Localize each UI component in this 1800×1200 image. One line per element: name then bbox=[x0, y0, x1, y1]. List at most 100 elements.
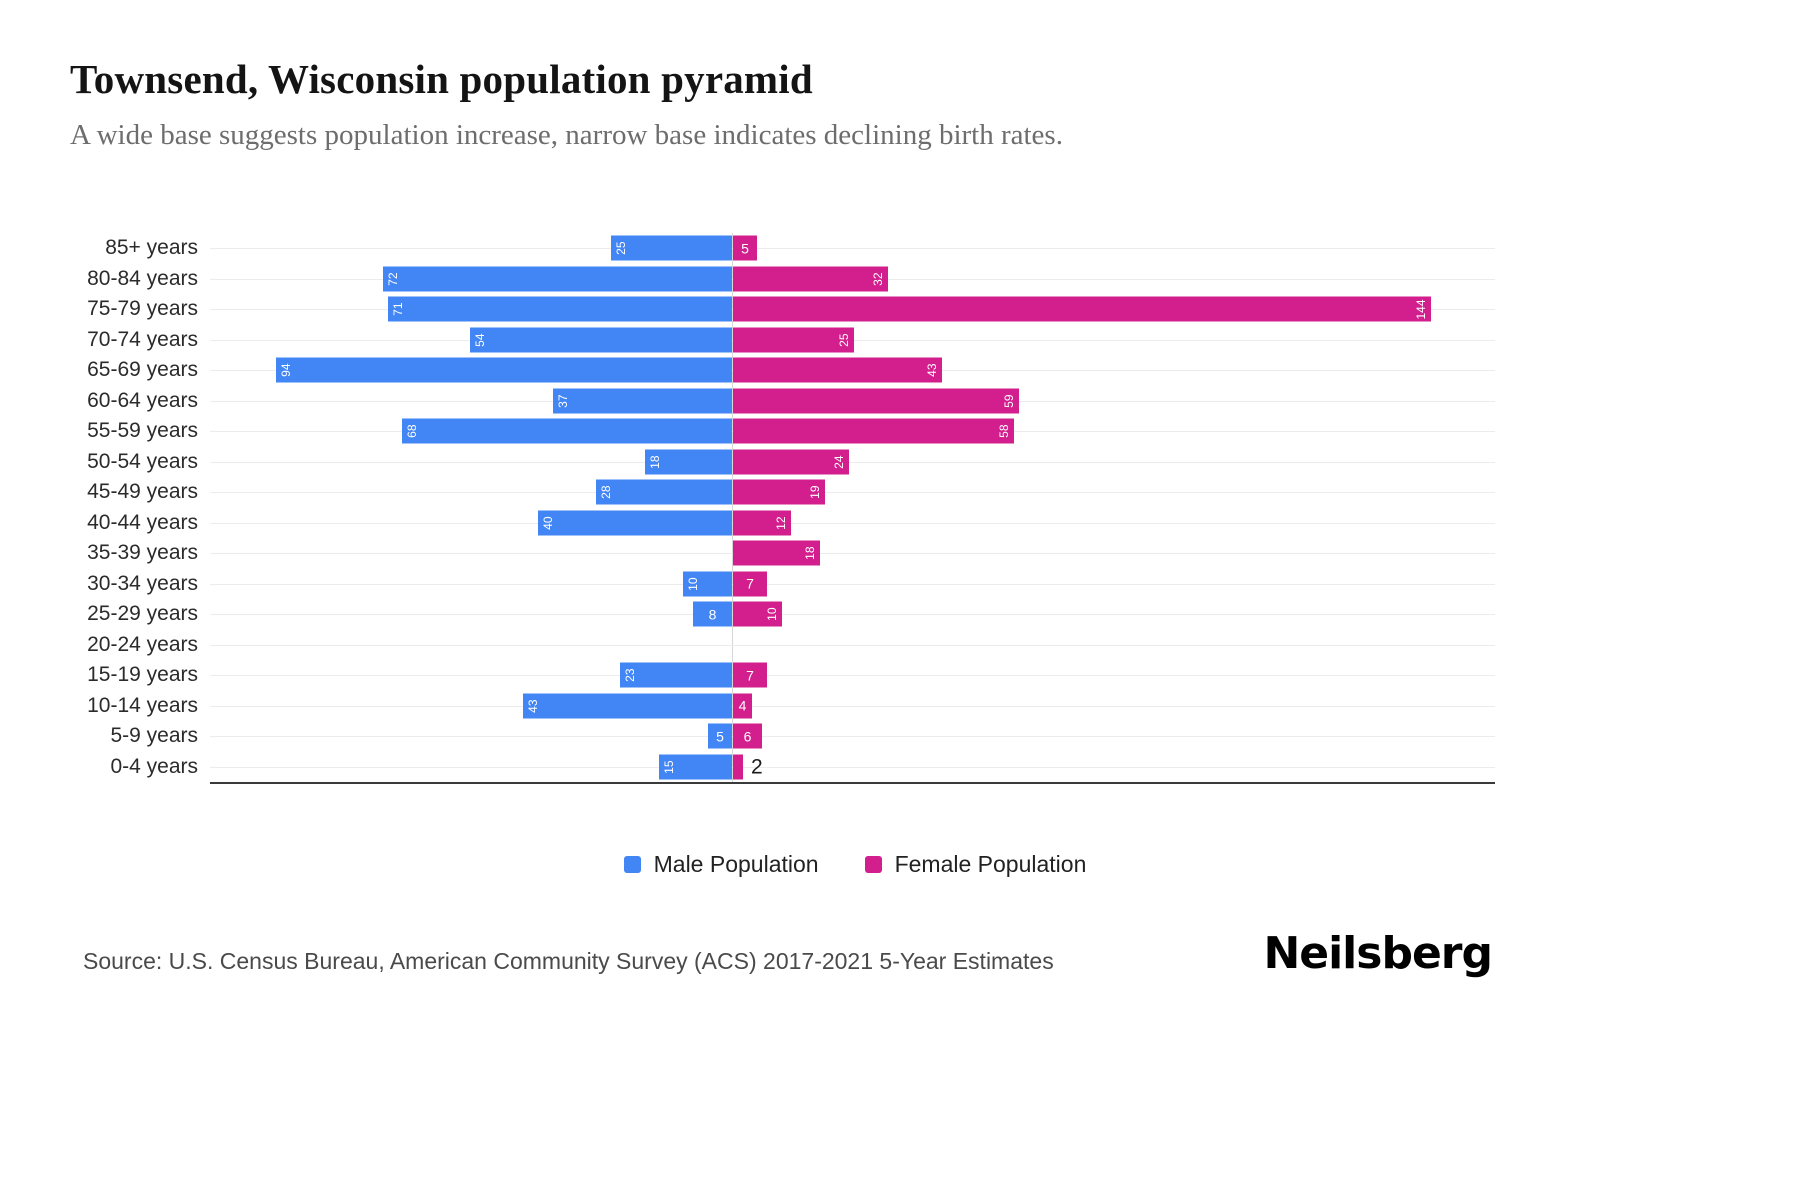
pyramid-row: 60-64 years 37 59 bbox=[0, 386, 1500, 417]
female-legend-swatch bbox=[864, 856, 882, 873]
age-group-label: 70-74 years bbox=[87, 327, 198, 351]
pyramid-row: 55-59 years 68 58 bbox=[0, 416, 1500, 447]
male-legend-label: Male Population bbox=[653, 851, 819, 877]
female-bar[interactable]: 43 bbox=[733, 357, 942, 383]
female-bar[interactable]: 19 bbox=[733, 479, 825, 505]
age-group-label: 75-79 years bbox=[87, 297, 198, 321]
female-legend-label: Female Population bbox=[894, 851, 1087, 877]
pyramid-row: 80-84 years 72 32 bbox=[0, 264, 1500, 295]
pyramid-row: 5-9 years 5 6 bbox=[0, 721, 1500, 752]
age-group-label: 50-54 years bbox=[87, 449, 198, 473]
pyramid-row: 15-19 years 23 7 bbox=[0, 660, 1500, 691]
pyramid-row: 35-39 years 18 bbox=[0, 538, 1500, 569]
bar-value-label: 25 bbox=[837, 333, 851, 347]
pyramid-row: 30-34 years 10 7 bbox=[0, 569, 1500, 600]
female-bar[interactable]: 5 bbox=[733, 235, 757, 261]
female-bar[interactable]: 59 bbox=[733, 388, 1019, 414]
pyramid-row: 40-44 years 40 12 bbox=[0, 508, 1500, 539]
bar-value-label: 7 bbox=[746, 667, 754, 684]
plot-area: 37 59 bbox=[210, 386, 1500, 417]
female-bar[interactable]: 18 bbox=[733, 540, 820, 566]
male-bar[interactable]: 54 bbox=[470, 327, 732, 353]
age-group-label: 10-14 years bbox=[87, 693, 198, 717]
plot-area: 25 5 bbox=[210, 233, 1500, 264]
age-group-label: 25-29 years bbox=[87, 602, 198, 626]
female-bar[interactable] bbox=[733, 754, 743, 780]
age-group-label: 30-34 years bbox=[87, 571, 198, 595]
female-bar[interactable]: 32 bbox=[733, 266, 888, 292]
male-bar[interactable]: 94 bbox=[276, 357, 732, 383]
female-bar[interactable]: 10 bbox=[733, 601, 782, 627]
plot-area: 68 58 bbox=[210, 416, 1500, 447]
bar-value-label: 4 bbox=[738, 697, 747, 714]
legend-item-male[interactable]: Male Population bbox=[623, 851, 819, 878]
male-bar[interactable]: 72 bbox=[383, 266, 732, 292]
female-bar[interactable]: 12 bbox=[733, 510, 791, 536]
plot-area: 8 10 bbox=[210, 599, 1500, 630]
female-bar[interactable]: 25 bbox=[733, 327, 854, 353]
bar-value-label: 15 bbox=[662, 760, 676, 774]
bar-value-label: 8 bbox=[708, 606, 717, 623]
female-bar[interactable]: 6 bbox=[733, 723, 762, 749]
bar-value-label: 54 bbox=[473, 333, 487, 347]
chart-title: Townsend, Wisconsin population pyramid bbox=[70, 56, 813, 102]
male-bar[interactable]: 71 bbox=[388, 296, 732, 322]
bar-value-label: 10 bbox=[765, 607, 779, 621]
male-bar[interactable]: 8 bbox=[693, 601, 732, 627]
age-group-label: 5-9 years bbox=[110, 724, 198, 748]
bar-value-label: 94 bbox=[279, 363, 293, 377]
female-bar[interactable]: 58 bbox=[733, 418, 1014, 444]
age-group-label: 60-64 years bbox=[87, 388, 198, 412]
bar-value-label: 12 bbox=[774, 516, 788, 530]
male-bar[interactable]: 40 bbox=[538, 510, 732, 536]
age-group-label: 80-84 years bbox=[87, 266, 198, 290]
female-bar[interactable]: 4 bbox=[733, 693, 752, 719]
population-pyramid-chart: 85+ years 25 5 80-84 years 72 32 75-79 years 71… bbox=[0, 233, 1500, 784]
neilsberg-logo: Neilsberg bbox=[1263, 928, 1493, 979]
pyramid-row: 10-14 years 43 4 bbox=[0, 691, 1500, 722]
pyramid-row: 65-69 years 94 43 bbox=[0, 355, 1500, 386]
female-bar[interactable]: 7 bbox=[733, 571, 767, 597]
age-group-label: 45-49 years bbox=[87, 480, 198, 504]
male-bar[interactable]: 18 bbox=[645, 449, 732, 475]
age-group-label: 0-4 years bbox=[110, 754, 198, 778]
plot-area bbox=[210, 630, 1500, 661]
bar-value-label: 2 bbox=[751, 755, 763, 779]
legend-item-female[interactable]: Female Population bbox=[864, 851, 1087, 878]
bar-value-label: 59 bbox=[1002, 394, 1016, 408]
male-legend-swatch bbox=[623, 856, 641, 873]
pyramid-row: 45-49 years 28 19 bbox=[0, 477, 1500, 508]
male-bar[interactable]: 5 bbox=[708, 723, 732, 749]
male-bar[interactable]: 68 bbox=[402, 418, 732, 444]
bar-value-label: 72 bbox=[386, 272, 400, 286]
bar-value-label: 5 bbox=[716, 728, 724, 745]
male-bar[interactable]: 25 bbox=[611, 235, 732, 261]
bar-value-label: 5 bbox=[741, 240, 749, 257]
bar-value-label: 58 bbox=[997, 424, 1011, 438]
male-bar[interactable]: 15 bbox=[659, 754, 732, 780]
female-bar[interactable]: 24 bbox=[733, 449, 849, 475]
plot-area: 40 12 bbox=[210, 508, 1500, 539]
plot-area: 72 32 bbox=[210, 264, 1500, 295]
bar-value-label: 7 bbox=[746, 575, 754, 592]
pyramid-rows: 85+ years 25 5 80-84 years 72 32 75-79 years 71… bbox=[0, 233, 1500, 782]
bar-value-label: 37 bbox=[556, 394, 570, 408]
bar-value-label: 10 bbox=[686, 577, 700, 591]
plot-area: 43 4 bbox=[210, 691, 1500, 722]
male-bar[interactable]: 43 bbox=[523, 693, 732, 719]
male-bar[interactable]: 10 bbox=[683, 571, 732, 597]
male-bar[interactable]: 23 bbox=[620, 662, 732, 688]
bar-value-label: 32 bbox=[871, 272, 885, 286]
female-bar[interactable]: 144 bbox=[733, 296, 1431, 322]
male-bar[interactable]: 37 bbox=[553, 388, 732, 414]
pyramid-row: 70-74 years 54 25 bbox=[0, 325, 1500, 356]
pyramid-row: 85+ years 25 5 bbox=[0, 233, 1500, 264]
age-group-label: 35-39 years bbox=[87, 541, 198, 565]
age-group-label: 20-24 years bbox=[87, 632, 198, 656]
age-group-label: 55-59 years bbox=[87, 419, 198, 443]
bar-value-label: 6 bbox=[743, 728, 752, 745]
x-axis-line bbox=[210, 782, 1495, 784]
female-bar[interactable]: 7 bbox=[733, 662, 767, 688]
male-bar[interactable]: 28 bbox=[596, 479, 732, 505]
